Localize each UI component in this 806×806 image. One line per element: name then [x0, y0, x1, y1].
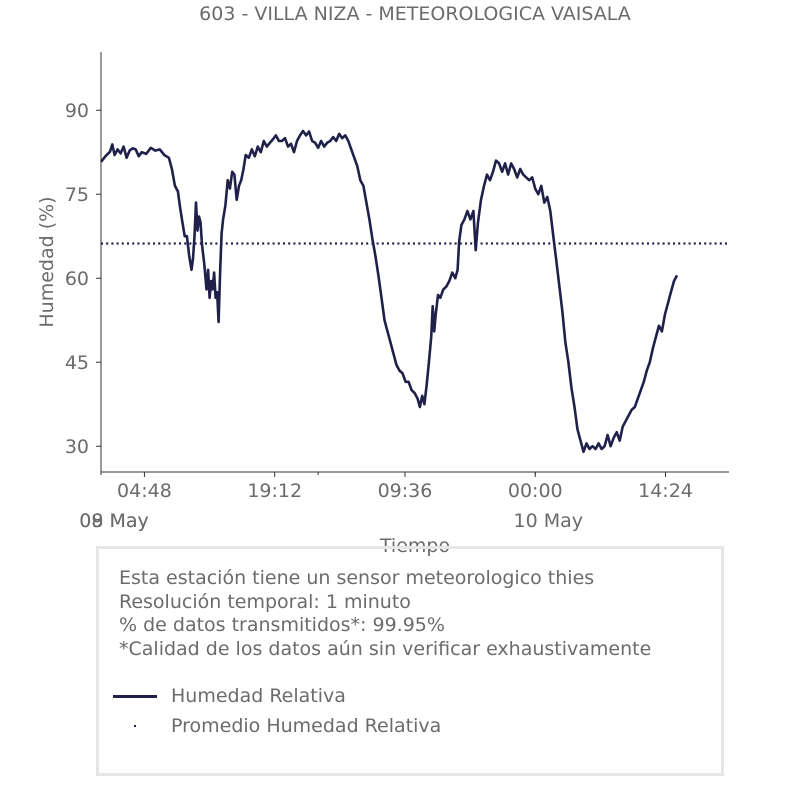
y-tick-label: 90 — [65, 100, 89, 122]
chart-title: 603 - VILLA NIZA - METEOROLOGICA VAISALA — [199, 3, 631, 25]
data-quality-note: *Calidad de los datos aún sin verificar … — [119, 637, 652, 660]
x-tick-label: 14:24 — [638, 480, 693, 502]
x-tick-date-label: 10 May — [513, 510, 583, 532]
x-tick-label: 09:36 — [378, 480, 433, 502]
y-tick-label: 60 — [65, 268, 89, 290]
humidity-series-line — [99, 129, 679, 454]
legend-label: Humedad Relativa — [171, 685, 346, 707]
temporal-resolution-note: Resolución temporal: 1 minuto — [119, 590, 411, 613]
legend-item-promedio: Promedio Humedad Relativa — [111, 711, 441, 741]
y-tick-label: 45 — [65, 352, 89, 374]
info-text: Esta estación tiene un sensor meteorolog… — [119, 567, 651, 661]
x-tick-label: 04:48 — [117, 480, 172, 502]
y-tick-label: 30 — [65, 436, 89, 458]
plot-area: 30 45 60 75 90 04:48 08 May 19:12 09 May 09:36 00:… — [65, 52, 729, 532]
x-tick-label: 00:00 — [508, 480, 563, 502]
y-axis-label: Humedad (%) — [36, 196, 58, 327]
x-tick-date-label: 09 May — [79, 510, 149, 532]
legend-item-humedad: Humedad Relativa — [111, 681, 441, 711]
y-tick-label: 75 — [65, 184, 89, 206]
data-transmitted-note: % de datos transmitidos*: 99.95% — [119, 614, 445, 636]
station-sensor-note: Esta estación tiene un sensor meteorolog… — [119, 567, 595, 589]
x-tick-date-label: 08 May — [79, 510, 149, 532]
legend: Humedad Relativa Promedio Humedad Relati… — [111, 681, 441, 741]
legend-label: Promedio Humedad Relativa — [171, 715, 442, 737]
legend-solid-line-icon — [113, 695, 157, 698]
info-legend-box: Esta estación tiene un sensor meteorolog… — [96, 546, 724, 776]
x-tick-label: 19:12 — [247, 480, 302, 502]
legend-dotted-line-icon — [134, 725, 136, 727]
